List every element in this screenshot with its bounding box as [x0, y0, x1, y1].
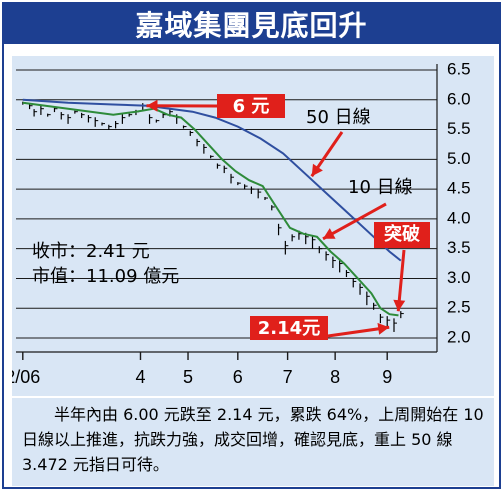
- x-tick-label: 8: [330, 367, 340, 387]
- ma10-arrow-head: [323, 228, 336, 239]
- grid-layer: [16, 69, 437, 339]
- y-tick-label: 5.5: [447, 119, 471, 138]
- x-tick-label: 6: [233, 367, 243, 387]
- y-tick-label: 4.0: [447, 208, 471, 227]
- y-tick-label: 6.0: [447, 89, 471, 108]
- ma10-label: 10 日線: [348, 177, 413, 198]
- close-price-label: 收市：2.41 元: [32, 241, 150, 262]
- chart-title: 嘉域集團見底回升: [4, 4, 499, 44]
- x-tick-label: 9: [382, 367, 392, 387]
- low-price-arrow-head: [377, 322, 390, 335]
- y-tick-label: 4.5: [447, 179, 471, 198]
- axis-layer: 6.5 6.0 5.5 5.0 4.5 4.0 3.5 3.0 2.5 2.0 2/06 4 5 6 7 8 9: [12, 59, 471, 386]
- x-tick-label: 2/06: [12, 367, 40, 387]
- peak-price-callout: [217, 94, 285, 118]
- price-bars-layer: [22, 101, 404, 332]
- breakout-callout: [374, 222, 430, 248]
- breakout-label: 突破: [384, 223, 420, 245]
- market-cap-label: 市值：11.09 億元: [32, 266, 179, 287]
- price-chart: 6.5 6.0 5.5 5.0 4.5 4.0 3.5 3.0 2.5 2.0 2/06 4 5 6 7 8 9…: [12, 59, 471, 386]
- breakout-arrow-head: [393, 299, 406, 312]
- caption-text: 半年內由 6.00 元跌至 2.14 元，累跌 64%，上周開始在 10 日線以…: [22, 405, 484, 474]
- x-tick-label: 7: [283, 367, 293, 387]
- ma50-label: 50 日線: [306, 107, 371, 128]
- y-tick-label: 5.0: [447, 149, 471, 168]
- y-tick-label: 6.5: [447, 59, 471, 78]
- ma10-line: [22, 101, 399, 317]
- x-tick-label: 4: [135, 367, 145, 387]
- y-tick-label: 3.0: [447, 268, 471, 287]
- ma10-arrow: [322, 202, 387, 241]
- x-tick-label: 5: [183, 367, 193, 387]
- moving-average-layer: [22, 98, 402, 317]
- peak-price-arrow-head: [146, 99, 158, 112]
- low-price-callout: [250, 316, 328, 340]
- chart-panel: 6.5 6.0 5.5 5.0 4.5 4.0 3.5 3.0 2.5 2.0 2/06 4 5 6 7 8 9…: [12, 56, 494, 396]
- y-tick-label: 2.5: [447, 298, 471, 317]
- y-tick-label: 3.5: [447, 238, 471, 257]
- ma50-arrow-head: [311, 163, 323, 177]
- ma50-line: [22, 98, 402, 262]
- chart-caption: 半年內由 6.00 元跌至 2.14 元，累跌 64%，上周開始在 10 日線以…: [12, 398, 494, 486]
- low-price-label: 2.14元: [258, 318, 320, 339]
- y-tick-label: 2.0: [447, 327, 471, 346]
- peak-price-label: 6 元: [233, 96, 270, 117]
